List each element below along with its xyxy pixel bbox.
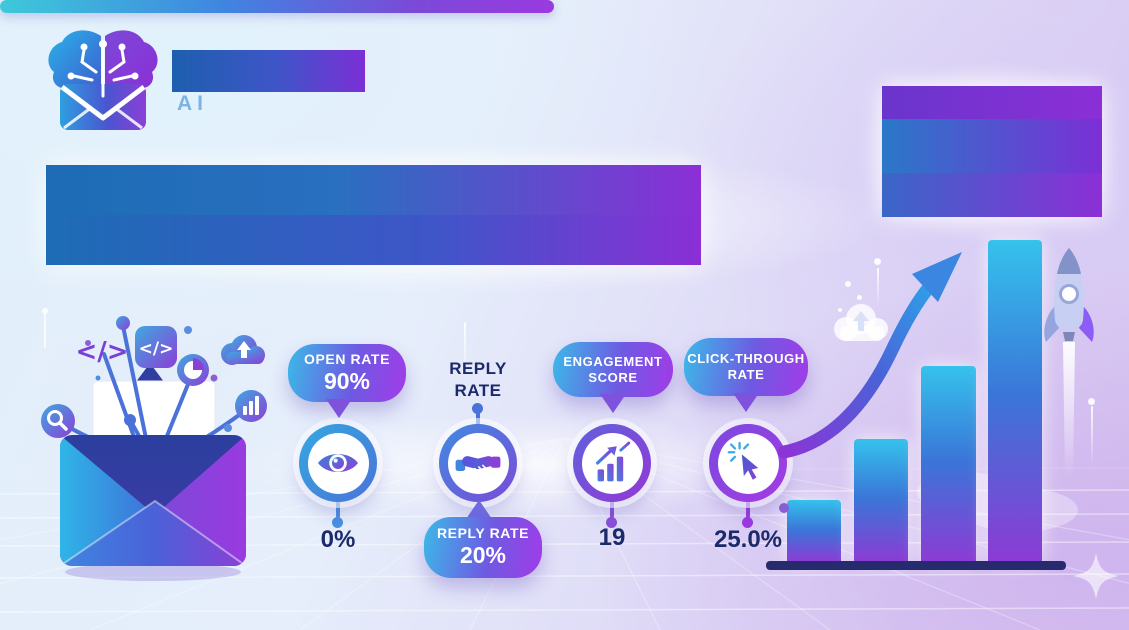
- headline-line2: Metrics for SAAS TRIAL SIGNUPS: [46, 215, 701, 266]
- brand-name: EmaReach: [172, 50, 366, 92]
- bar-chart-badge-icon: [235, 390, 267, 422]
- step-open-rate-node: [299, 424, 377, 502]
- promo-block: MAXIMUM TRIAL SIGNUPS: [882, 86, 1102, 217]
- dot-decoration-5: [838, 308, 842, 312]
- step-ctr-stem: [746, 501, 750, 518]
- streak-decoration-3: [1091, 406, 1093, 466]
- streak-decoration-2: [877, 268, 879, 308]
- open-rate-bubble: OPEN RATE 90%: [288, 344, 406, 402]
- reply-rate-label-line1: REPLY: [449, 359, 507, 378]
- envelope-burst-illustration: </> </>: [41, 308, 267, 581]
- promo-line3: SIGNUPS: [882, 173, 1102, 217]
- step-ctr-node: [709, 424, 787, 502]
- cloud-upload-icon: [221, 335, 265, 365]
- ctr-bubble-tail: [733, 393, 759, 412]
- dot-decoration-2: [1088, 398, 1095, 405]
- dot-decoration-6: [779, 503, 789, 513]
- handshake-icon: [447, 432, 509, 494]
- sparkle-icon: [1073, 553, 1119, 599]
- ctr-bubble-line2: RATE: [727, 367, 765, 382]
- code-icon: </>: [75, 337, 128, 367]
- engagement-bubble-line2: SCORE: [588, 369, 638, 385]
- open-rate-bubble-value: 90%: [323, 367, 371, 394]
- cursor-click-icon: [717, 432, 779, 494]
- step-open-rate-stem-dot: [332, 517, 343, 528]
- eye-icon: [307, 432, 369, 494]
- dot-decoration-1: [874, 258, 881, 265]
- pie-chart-icon: [177, 354, 209, 386]
- dot-decoration-3: [845, 281, 851, 287]
- brand-subtitle: AI: [177, 92, 208, 115]
- rocket-icon: [1044, 248, 1094, 477]
- step-reply-rate-stem: [476, 412, 480, 426]
- engagement-bubble: ENGAGEMENT SCORE: [553, 342, 673, 397]
- promo-line1: MAXIMUM: [882, 86, 1102, 119]
- cloud-upload-icon-white: [834, 304, 888, 341]
- headline-line2-prefix: Metrics for: [46, 218, 244, 262]
- growth-chart-icon: [581, 432, 643, 494]
- svg-text:</>: </>: [139, 339, 174, 359]
- step-reply-rate-stem-dot: [472, 403, 483, 414]
- step-engagement-node: [573, 424, 651, 502]
- ctr-current-value: 25.0%: [713, 526, 783, 553]
- streak-decoration-1: [464, 322, 466, 380]
- growth-bar-4: [988, 240, 1042, 562]
- dot-decoration-4: [857, 295, 862, 300]
- headline-line1: COLD EMAIL REPLY TRACKING:: [46, 165, 701, 216]
- code-badge-icon: </>: [135, 326, 177, 368]
- engagement-bubble-tail: [600, 394, 626, 413]
- reply-rate-bubble-value: 20%: [459, 542, 507, 569]
- growth-bar-3: [921, 366, 976, 562]
- ctr-bubble-line1: CLICK-THROUGH: [687, 351, 805, 367]
- step-engagement-stem: [610, 501, 614, 518]
- trend-arrow-icon: [777, 252, 962, 459]
- reply-rate-label-line2: RATE: [454, 381, 502, 401]
- search-icon: [41, 404, 75, 438]
- step-reply-rate-node: [439, 424, 517, 502]
- engagement-current-value: 19: [598, 524, 626, 551]
- reply-rate-bubble: REPLY RATE 20%: [424, 517, 542, 578]
- headline-line2-emphasis: SAAS TRIAL SIGNUPS: [244, 218, 674, 262]
- timeline-connector: [0, 0, 554, 13]
- step-open-rate-stem: [336, 501, 340, 518]
- headline: COLD EMAIL REPLY TRACKING: Metrics for S…: [46, 165, 701, 266]
- ctr-bubble: CLICK-THROUGH RATE: [684, 338, 808, 396]
- reply-rate-bubble-tail: [466, 500, 492, 519]
- chart-baseline: [766, 561, 1066, 570]
- reply-rate-label: REPLY RATE: [449, 358, 507, 402]
- reply-rate-bubble-label: REPLY RATE: [436, 525, 530, 542]
- growth-bar-2: [854, 439, 908, 562]
- engagement-bubble-line1: ENGAGEMENT: [563, 353, 663, 369]
- step-engagement-stem-dot: [606, 517, 617, 528]
- promo-line2: TRIAL: [882, 119, 1102, 174]
- open-rate-current-value: 0%: [320, 526, 356, 553]
- open-rate-bubble-tail: [326, 399, 352, 418]
- step-ctr-stem-dot: [742, 517, 753, 528]
- growth-bar-1: [787, 500, 841, 562]
- brain-mail-logo-icon: [48, 30, 158, 130]
- open-rate-bubble-label: OPEN RATE: [303, 350, 391, 367]
